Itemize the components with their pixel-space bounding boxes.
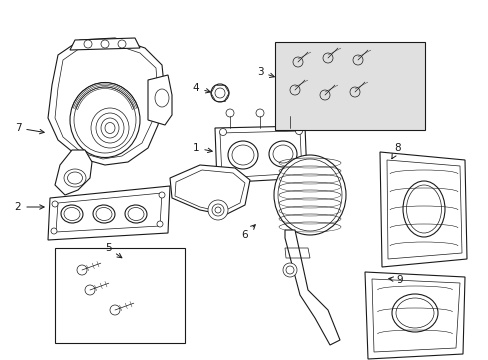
Polygon shape bbox=[379, 152, 466, 267]
Text: 7: 7 bbox=[15, 123, 44, 134]
Circle shape bbox=[212, 204, 224, 216]
Circle shape bbox=[285, 109, 293, 117]
Circle shape bbox=[215, 207, 221, 213]
Text: 8: 8 bbox=[391, 143, 401, 159]
Polygon shape bbox=[215, 126, 306, 183]
Circle shape bbox=[292, 57, 303, 67]
Polygon shape bbox=[148, 75, 172, 125]
Circle shape bbox=[77, 265, 87, 275]
Circle shape bbox=[51, 228, 57, 234]
Circle shape bbox=[285, 266, 293, 274]
Bar bbox=[55, 248, 184, 343]
Circle shape bbox=[215, 88, 224, 98]
Text: 4: 4 bbox=[192, 83, 210, 93]
Circle shape bbox=[85, 285, 95, 295]
Text: 2: 2 bbox=[15, 202, 44, 212]
Text: 5: 5 bbox=[104, 243, 122, 258]
Circle shape bbox=[159, 192, 164, 198]
Polygon shape bbox=[170, 165, 249, 215]
Circle shape bbox=[352, 55, 362, 65]
Polygon shape bbox=[48, 38, 164, 165]
Polygon shape bbox=[48, 186, 170, 240]
Text: 3: 3 bbox=[256, 67, 274, 77]
Polygon shape bbox=[285, 230, 339, 345]
Circle shape bbox=[323, 53, 332, 63]
Bar bbox=[274, 42, 424, 130]
Text: 1: 1 bbox=[192, 143, 212, 153]
Circle shape bbox=[218, 168, 225, 176]
Polygon shape bbox=[70, 38, 140, 50]
Ellipse shape bbox=[273, 155, 346, 235]
Circle shape bbox=[84, 40, 92, 48]
Circle shape bbox=[207, 200, 227, 220]
Circle shape bbox=[118, 40, 126, 48]
Text: 6: 6 bbox=[241, 225, 255, 240]
Circle shape bbox=[210, 84, 228, 102]
Text: 9: 9 bbox=[388, 275, 403, 285]
Circle shape bbox=[289, 85, 299, 95]
Polygon shape bbox=[364, 272, 464, 359]
Circle shape bbox=[225, 109, 234, 117]
Circle shape bbox=[219, 129, 226, 135]
Circle shape bbox=[295, 127, 302, 135]
Circle shape bbox=[283, 263, 296, 277]
Circle shape bbox=[256, 109, 264, 117]
Circle shape bbox=[110, 305, 120, 315]
Circle shape bbox=[52, 201, 58, 207]
Circle shape bbox=[157, 221, 163, 227]
Circle shape bbox=[319, 90, 329, 100]
Circle shape bbox=[101, 40, 109, 48]
Circle shape bbox=[349, 87, 359, 97]
Polygon shape bbox=[55, 150, 92, 195]
Circle shape bbox=[296, 168, 303, 176]
